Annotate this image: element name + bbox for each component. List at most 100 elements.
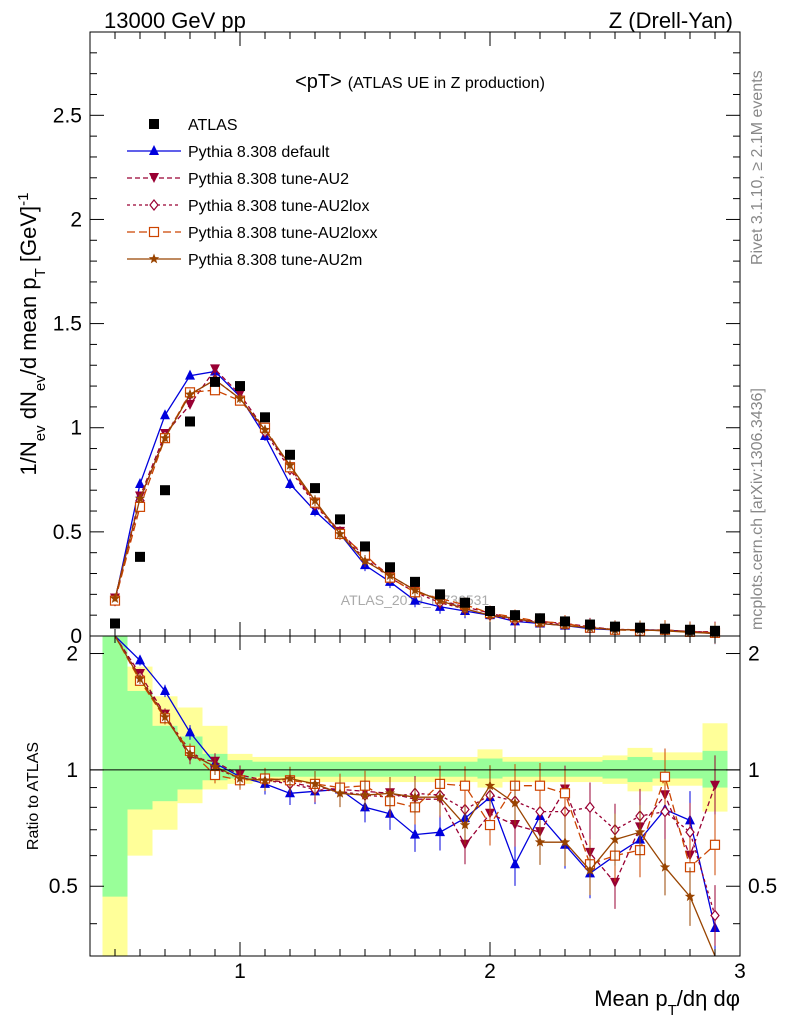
mcplots-label: mcplots.cern.ch [arXiv:1306.3436] bbox=[749, 388, 766, 630]
ratio-tick-label-right: 0.5 bbox=[748, 875, 777, 898]
legend-entry-4: Pythia 8.308 tune-AU2loxx bbox=[127, 225, 377, 242]
atlas-point bbox=[510, 610, 520, 621]
x-tick-label: 2 bbox=[484, 960, 496, 983]
atlas-point bbox=[660, 623, 670, 634]
ratio-point bbox=[659, 771, 671, 782]
ratio-point bbox=[259, 774, 271, 785]
atlas-data-points bbox=[110, 376, 720, 636]
ratio-point bbox=[585, 801, 595, 814]
ratio-point bbox=[509, 797, 521, 808]
y-tick-label: 1 bbox=[70, 417, 82, 440]
ratio-point bbox=[359, 789, 371, 800]
series-point bbox=[109, 593, 121, 603]
plot-title: <pT> (ATLAS UE in Z production) bbox=[295, 71, 545, 93]
series-point bbox=[134, 493, 146, 503]
ratio-point bbox=[684, 891, 696, 902]
ratio-point bbox=[459, 780, 471, 791]
band-inner-20 bbox=[602, 760, 628, 779]
ratio-point bbox=[409, 791, 421, 802]
ratio-point bbox=[534, 836, 546, 847]
band-inner-11 bbox=[377, 761, 403, 777]
series-2 bbox=[110, 373, 720, 946]
legend-marker bbox=[149, 119, 159, 129]
ratio-point bbox=[559, 788, 571, 799]
title-main: <pT> bbox=[295, 71, 342, 93]
atlas-point bbox=[435, 589, 445, 600]
ratio-point bbox=[535, 805, 545, 818]
series-point bbox=[209, 385, 221, 396]
atlas-point bbox=[160, 485, 170, 496]
legend-entry-1: Pythia 8.308 default bbox=[127, 144, 330, 161]
ratio-point bbox=[410, 828, 420, 839]
ratio-tick-label: 0.5 bbox=[49, 875, 78, 898]
atlas-point bbox=[335, 514, 345, 525]
series-point bbox=[259, 424, 271, 435]
legend-entry-3: Pythia 8.308 tune-AU2lox bbox=[127, 198, 369, 215]
ratio-point bbox=[234, 773, 246, 783]
band-inner-12 bbox=[402, 761, 428, 777]
series-point bbox=[334, 528, 346, 539]
ratio-point bbox=[134, 673, 146, 684]
atlas-point bbox=[210, 376, 220, 387]
ratio-point bbox=[135, 654, 145, 665]
series-point bbox=[134, 501, 146, 512]
ratio-axis-label: Ratio to ATLAS bbox=[25, 742, 42, 850]
ratio-point bbox=[209, 761, 221, 771]
ratio-point bbox=[434, 791, 446, 802]
ratio-point bbox=[685, 826, 695, 839]
ratio-point bbox=[159, 711, 171, 722]
x-tick-label: 1 bbox=[234, 960, 246, 983]
x-axis-label: Mean pT/dη dφ bbox=[594, 986, 740, 1019]
y-tick-label: 0 bbox=[70, 625, 82, 648]
x-tick-label: 3 bbox=[734, 960, 746, 983]
legend-label: Pythia 8.308 tune-AU2loxx bbox=[188, 225, 377, 242]
series-point bbox=[359, 555, 371, 566]
atlas-point bbox=[635, 622, 645, 633]
ratio-tick-label: 1 bbox=[66, 759, 78, 782]
header-left: 13000 GeV pp bbox=[104, 8, 246, 33]
series-point bbox=[285, 477, 295, 488]
atlas-point bbox=[460, 597, 470, 608]
ratio-point bbox=[284, 773, 296, 783]
atlas-point bbox=[185, 416, 195, 427]
atlas-point bbox=[535, 613, 545, 624]
series-point bbox=[284, 459, 296, 470]
ratio-point bbox=[659, 861, 671, 872]
ratio-point bbox=[334, 787, 346, 798]
title-sub: (ATLAS UE in Z production) bbox=[348, 75, 545, 92]
atlas-point bbox=[285, 449, 295, 460]
legend-label: Pythia 8.308 default bbox=[188, 144, 330, 161]
y-tick-label: 2 bbox=[70, 208, 82, 231]
ratio-point bbox=[610, 877, 620, 888]
ratio-point bbox=[309, 778, 321, 789]
series-layer bbox=[109, 364, 721, 957]
series-point bbox=[210, 364, 220, 375]
band-inner-0 bbox=[102, 636, 128, 897]
ratio-point bbox=[435, 826, 445, 837]
atlas-point bbox=[485, 606, 495, 617]
legend: ATLAS Pythia 8.308 default Pythia 8.308 tu… bbox=[127, 117, 377, 269]
legend-entry-5: Pythia 8.308 tune-AU2m bbox=[127, 252, 362, 269]
series-point bbox=[384, 570, 396, 580]
ratio-point bbox=[710, 780, 720, 791]
series-point bbox=[309, 495, 321, 506]
series-point bbox=[434, 595, 446, 605]
ratio-point bbox=[609, 834, 621, 845]
ratio-point bbox=[634, 826, 646, 837]
y-tick-label: 0.5 bbox=[53, 521, 82, 544]
band-inner-19 bbox=[577, 761, 603, 777]
ratio-point bbox=[460, 839, 470, 850]
atlas-point bbox=[235, 381, 245, 392]
legend-label: Pythia 8.308 tune-AU2m bbox=[188, 252, 362, 269]
atlas-point bbox=[610, 621, 620, 632]
band-inner-1 bbox=[127, 690, 153, 810]
rivet-label: Rivet 3.1.10, ≥ 2.1M events bbox=[749, 70, 766, 265]
atlas-point bbox=[110, 618, 120, 629]
band-inner-10 bbox=[352, 761, 378, 777]
series-4 bbox=[109, 374, 721, 957]
atlas-point bbox=[560, 616, 570, 627]
atlas-point bbox=[310, 483, 320, 494]
atlas-point bbox=[585, 619, 595, 630]
svg-text:<pT>(ATLAS UE in Z production): <pT> (ATLAS UE in Z production) bbox=[295, 71, 545, 93]
